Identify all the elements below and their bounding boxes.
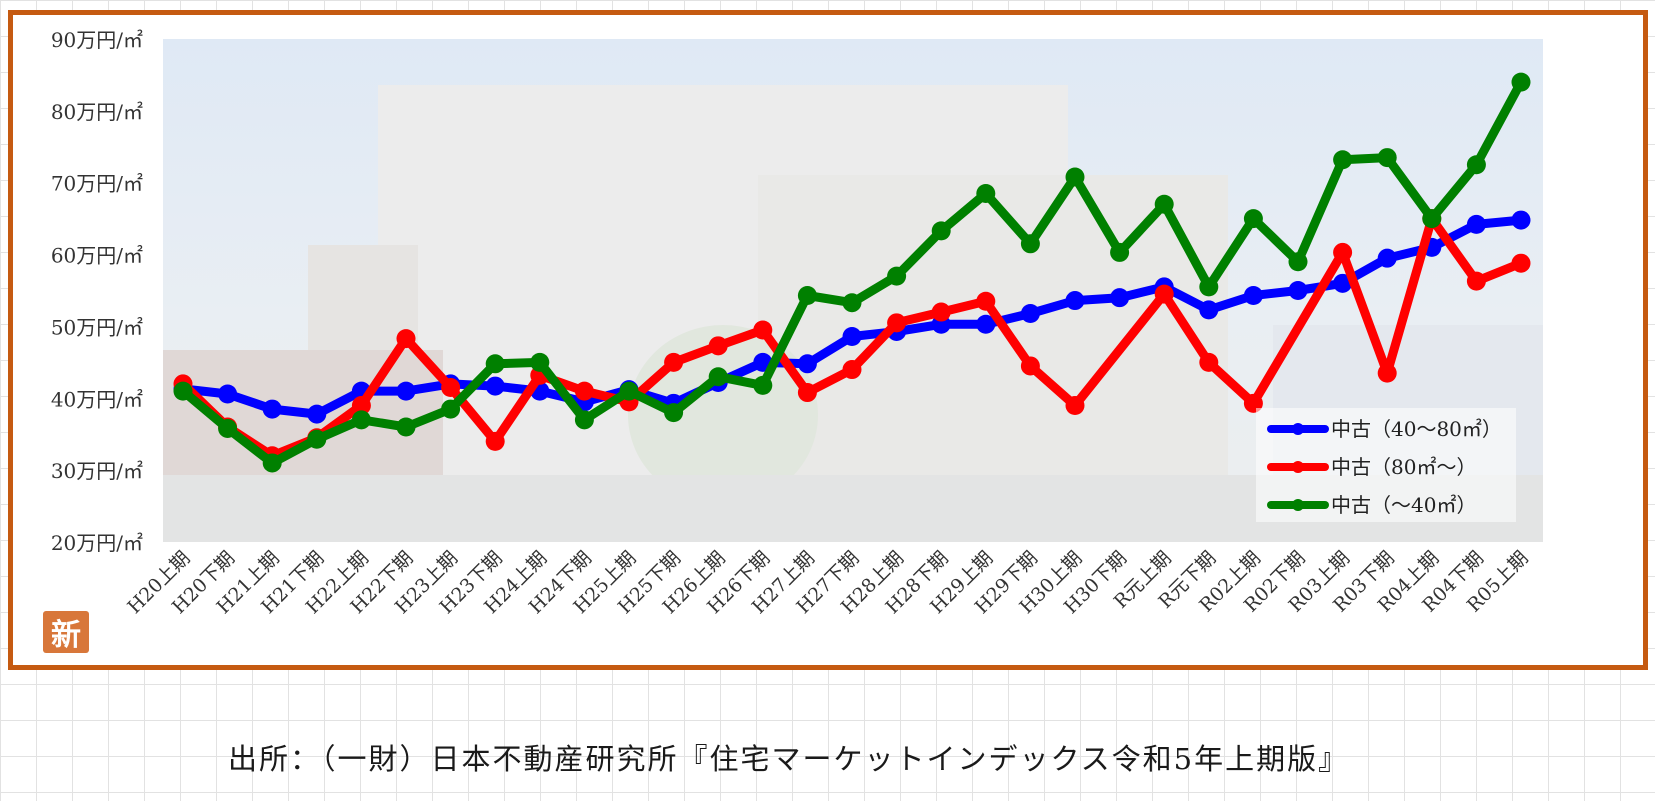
data-point [931, 221, 951, 241]
data-point [1020, 303, 1040, 323]
data-point [797, 383, 817, 403]
y-tick-label: 30万円/㎡ [51, 459, 143, 483]
data-point [1422, 209, 1442, 229]
data-point [708, 367, 728, 387]
data-point [1466, 271, 1486, 291]
y-tick-label: 70万円/㎡ [51, 172, 143, 196]
x-axis-labels: H20上期H20下期H21上期H21下期H22上期H22下期H23上期H23下期… [123, 547, 1532, 618]
y-tick-label: 60万円/㎡ [51, 244, 143, 268]
series-2 [173, 72, 1531, 473]
legend-swatch-marker [1292, 423, 1304, 435]
data-point [396, 417, 416, 437]
data-point [753, 375, 773, 395]
data-point [708, 336, 728, 356]
data-point [976, 314, 996, 334]
data-point [887, 313, 907, 333]
source-note: 出所：（一財）日本不動産研究所『住宅マーケットインデックス令和5年上期版』 [228, 742, 1350, 776]
data-point [485, 376, 505, 396]
data-point [1065, 167, 1085, 187]
data-point [1020, 356, 1040, 376]
data-point [396, 329, 416, 349]
data-point [262, 399, 282, 419]
data-point [1288, 281, 1308, 300]
data-point [1511, 72, 1531, 92]
data-point [931, 302, 951, 322]
data-point [1199, 352, 1219, 372]
data-point [887, 266, 907, 286]
y-tick-label: 90万円/㎡ [51, 28, 143, 52]
data-point [307, 404, 327, 424]
data-point [797, 286, 817, 306]
data-point [842, 293, 862, 313]
y-tick-label: 20万円/㎡ [51, 531, 143, 555]
data-point [485, 354, 505, 374]
series-layer [173, 72, 1531, 473]
data-point [1466, 155, 1486, 175]
data-point [1511, 253, 1531, 273]
data-point [1377, 148, 1397, 168]
data-point [485, 431, 505, 451]
data-point [530, 352, 550, 372]
data-point [1065, 291, 1085, 311]
data-point [1333, 242, 1353, 262]
data-point [1243, 286, 1263, 306]
data-point [1243, 209, 1263, 229]
data-point [842, 360, 862, 380]
data-point [218, 418, 238, 438]
data-point [173, 381, 193, 401]
data-point [664, 403, 684, 423]
data-point [1110, 288, 1130, 308]
legend: 中古（40～80㎡） 中古（80㎡～） 中古（～40㎡） [1256, 408, 1516, 522]
data-point [1377, 248, 1397, 268]
data-point [1110, 242, 1130, 262]
chart-frame: 20万円/㎡ 30万円/㎡ 40万円/㎡ 50万円/㎡ 60万円/㎡ 70万円/㎡ 80万円… [8, 10, 1648, 670]
y-tick-label: 50万円/㎡ [51, 315, 143, 339]
y-tick-label: 80万円/㎡ [51, 100, 143, 124]
data-point [1199, 277, 1219, 297]
data-point [1466, 214, 1486, 234]
y-axis-labels: 20万円/㎡ 30万円/㎡ 40万円/㎡ 50万円/㎡ 60万円/㎡ 70万円/㎡ 80万円… [51, 28, 143, 555]
line-chart: 20万円/㎡ 30万円/㎡ 40万円/㎡ 50万円/㎡ 60万円/㎡ 70万円/㎡ 80万円… [51, 28, 1543, 618]
data-point [574, 381, 594, 401]
data-point [1154, 194, 1174, 214]
data-point [1065, 395, 1085, 415]
legend-label: 中古（40～80㎡） [1331, 417, 1502, 441]
data-point [1511, 210, 1531, 230]
data-point [441, 399, 461, 419]
data-point [1333, 150, 1353, 170]
data-point [753, 320, 773, 340]
data-point [1377, 363, 1397, 383]
data-point [1154, 284, 1174, 304]
data-point [976, 183, 996, 203]
data-point [1333, 273, 1353, 293]
legend-label: 中古（～40㎡） [1331, 493, 1476, 517]
data-point [307, 429, 327, 449]
new-badge: 新 [43, 611, 89, 653]
legend-swatch-marker [1292, 499, 1304, 511]
data-point [664, 352, 684, 372]
data-point [351, 410, 371, 430]
data-point [842, 326, 862, 346]
data-point [262, 453, 282, 473]
data-point [1020, 234, 1040, 254]
data-point [797, 354, 817, 374]
data-point [396, 381, 416, 401]
data-point [574, 410, 594, 430]
data-point [441, 378, 461, 398]
legend-label: 中古（80㎡～） [1331, 455, 1476, 479]
data-point [619, 381, 639, 401]
legend-swatch-marker [1292, 461, 1304, 473]
data-point [1199, 300, 1219, 320]
y-tick-label: 40万円/㎡ [51, 387, 143, 411]
data-point [976, 291, 996, 311]
data-point [1288, 252, 1308, 272]
data-point [351, 395, 371, 415]
data-point [218, 384, 238, 404]
